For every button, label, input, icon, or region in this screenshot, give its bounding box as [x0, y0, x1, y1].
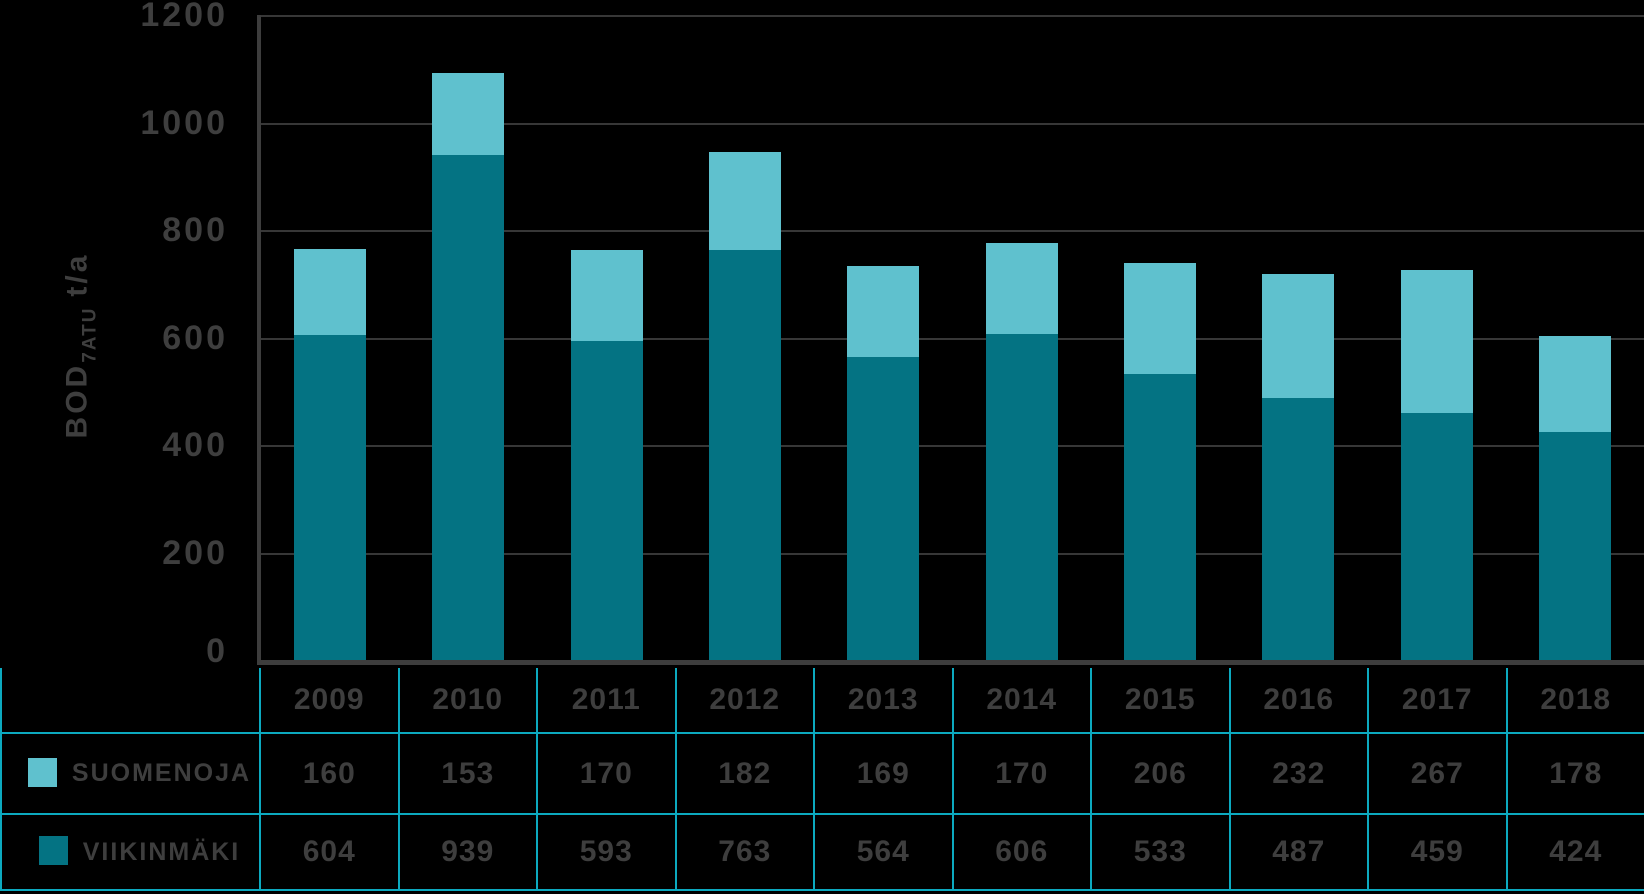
value-cell-viikinmki-2013: 564: [813, 813, 954, 891]
y-tick-label-0: 0: [206, 632, 228, 670]
legend-swatch-suomenoja: [27, 757, 57, 787]
bar-2018: [1538, 336, 1611, 660]
year-cell-2014: 2014: [951, 668, 1092, 734]
gridline-800: [261, 230, 1644, 232]
value-cell-viikinmki-2011: 593: [536, 813, 677, 891]
bar-segment-viikinmki-2013: [847, 356, 920, 660]
value-cell-suomenoja-2018: 178: [1505, 732, 1644, 815]
value-cell-viikinmki-2018: 424: [1505, 813, 1644, 891]
value-cell-viikinmki-2010: 939: [397, 813, 538, 891]
gridline-1000: [261, 122, 1644, 125]
year-cell-2010: 2010: [397, 668, 538, 734]
bar-segment-suomenoja-2012: [709, 152, 782, 250]
table-row-suomenoja: SUOMENOJA 160 153 170 182 169 170 206 232 267 178: [0, 732, 1644, 815]
bar-segment-viikinmki-2010: [432, 155, 505, 660]
bar-2017: [1400, 269, 1473, 660]
legend-cell-suomenoja: SUOMENOJA: [0, 732, 261, 815]
gridline-1200: [261, 15, 1644, 17]
bar-2012: [709, 152, 782, 660]
year-cell-2009: 2009: [259, 668, 400, 734]
bar-segment-suomenoja-2013: [847, 266, 920, 357]
value-cell-suomenoja-2010: 153: [397, 732, 538, 815]
value-cell-viikinmki-2015: 533: [1090, 813, 1231, 891]
year-cell-2012: 2012: [674, 668, 815, 734]
bar-2015: [1123, 262, 1196, 660]
gridline-400: [261, 445, 1644, 447]
bar-segment-suomenoja-2016: [1262, 273, 1335, 399]
bar-segment-viikinmki-2014: [985, 334, 1058, 660]
bar-segment-viikinmki-2009: [294, 335, 367, 660]
y-tick-label-600: 600: [162, 318, 228, 357]
value-cell-suomenoja-2013: 169: [813, 732, 954, 815]
bar-segment-suomenoja-2017: [1400, 269, 1473, 414]
legend-label-viikinmki: VIIKINMÄKI: [82, 837, 241, 866]
value-cell-suomenoja-2012: 182: [674, 732, 815, 815]
value-cell-viikinmki-2009: 604: [259, 813, 400, 891]
plot-area: [257, 15, 1644, 665]
bar-segment-suomenoja-2014: [985, 242, 1058, 335]
y-tick-label-200: 200: [162, 533, 228, 572]
bar-2014: [985, 242, 1058, 660]
value-cell-suomenoja-2017: 267: [1367, 732, 1508, 815]
legend-cell-viikinmki: VIIKINMÄKI: [0, 813, 261, 891]
bar-segment-viikinmki-2011: [570, 341, 643, 660]
value-cell-viikinmki-2016: 487: [1228, 813, 1369, 891]
value-cell-suomenoja-2011: 170: [536, 732, 677, 815]
y-tick-label-400: 400: [162, 426, 228, 464]
y-tick-label-1200: 1200: [140, 0, 228, 34]
bar-segment-viikinmki-2017: [1400, 413, 1473, 660]
legend-swatch-viikinmki: [38, 836, 68, 866]
value-cell-viikinmki-2014: 606: [951, 813, 1092, 891]
gridline-600: [261, 337, 1644, 340]
table-header-row: 2009 2010 2011 2012 2013 2014 2015 2016 2017 2018: [0, 668, 1644, 734]
bar-segment-viikinmki-2015: [1123, 373, 1196, 660]
value-cell-viikinmki-2017: 459: [1367, 813, 1508, 891]
bar-2010: [432, 73, 505, 660]
bar-2009: [294, 249, 367, 660]
bar-2016: [1262, 273, 1335, 660]
value-cell-suomenoja-2016: 232: [1228, 732, 1369, 815]
bar-segment-suomenoja-2010: [432, 73, 505, 156]
value-cell-suomenoja-2014: 170: [951, 732, 1092, 815]
bar-segment-viikinmki-2012: [709, 249, 782, 660]
gridline-200: [261, 552, 1644, 555]
y-axis-ticks: 0 200 400 600 800 1000 1200: [0, 0, 228, 700]
value-cell-viikinmki-2012: 763: [674, 813, 815, 891]
value-cell-suomenoja-2015: 206: [1090, 732, 1231, 815]
y-tick-label-1000: 1000: [140, 103, 228, 142]
bar-segment-suomenoja-2011: [570, 249, 643, 342]
bar-segment-suomenoja-2018: [1538, 336, 1611, 433]
value-cell-suomenoja-2009: 160: [259, 732, 400, 815]
legend-label-suomenoja: SUOMENOJA: [71, 759, 252, 787]
table-row-viikinmki: VIIKINMÄKI 604 939 593 763 564 606 533 487 459 424: [0, 813, 1644, 891]
year-cell-2015: 2015: [1090, 668, 1231, 734]
bar-segment-suomenoja-2015: [1123, 262, 1196, 374]
year-cell-2018: 2018: [1505, 668, 1644, 734]
year-cell-2017: 2017: [1367, 668, 1508, 734]
bar-2011: [570, 249, 643, 660]
bar-segment-suomenoja-2009: [294, 249, 367, 336]
year-cell-2016: 2016: [1228, 668, 1369, 734]
year-cell-2013: 2013: [813, 668, 954, 734]
data-table: 2009 2010 2011 2012 2013 2014 2015 2016 2017 2018…: [0, 668, 1644, 891]
bar-segment-viikinmki-2018: [1538, 432, 1611, 660]
bar-segment-viikinmki-2016: [1262, 398, 1335, 660]
bar-2013: [847, 266, 920, 660]
table-corner-cell: [0, 668, 261, 734]
y-tick-label-800: 800: [162, 211, 228, 249]
year-cell-2011: 2011: [536, 668, 677, 734]
